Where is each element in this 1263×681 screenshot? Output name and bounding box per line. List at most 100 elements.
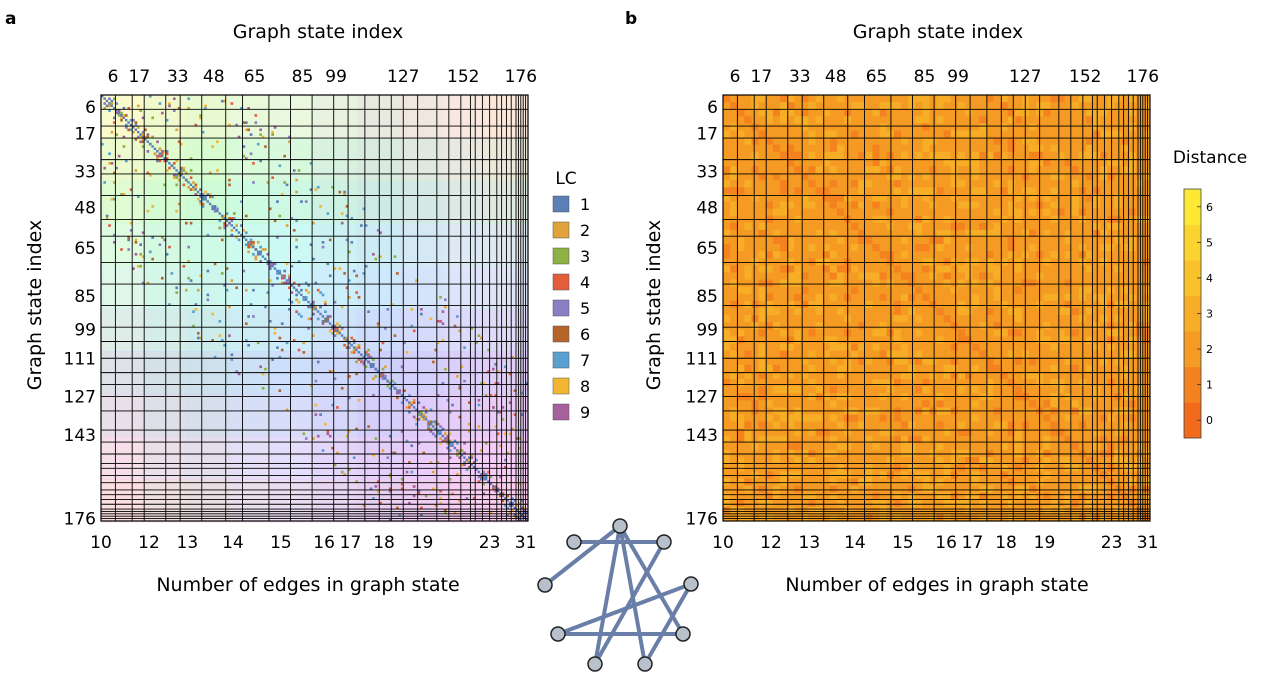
distance-cell (787, 272, 795, 280)
distance-cell (1128, 144, 1137, 153)
distance-cell (737, 137, 745, 146)
lc-point (463, 451, 466, 455)
distance-cell (879, 102, 888, 110)
lc-point (355, 480, 358, 483)
distance-cell (879, 180, 888, 188)
distance-cell (915, 350, 923, 359)
distance-cell (829, 492, 838, 501)
distance-cell (936, 386, 945, 394)
distance-cell (986, 158, 994, 167)
distance-cell (758, 379, 767, 387)
distance-cell (900, 400, 909, 408)
distance-cell (1085, 308, 1094, 316)
lc-point (271, 176, 274, 180)
distance-cell (943, 329, 952, 337)
distance-cell (900, 379, 909, 387)
lc-diagonal-point (492, 485, 495, 488)
distance-cell (943, 308, 952, 316)
lc-point (177, 140, 181, 144)
distance-cell (936, 201, 945, 209)
distance-cell (1050, 180, 1058, 188)
distance-cell (1142, 286, 1151, 295)
distance-cell (822, 102, 831, 110)
distance-cell (1014, 400, 1023, 408)
lc-point (324, 310, 327, 314)
distance-cell (772, 151, 781, 160)
lc-diagonal-point (336, 329, 339, 332)
distance-cell (851, 251, 859, 259)
distance-cell (979, 513, 987, 522)
lc-diagonal-point (417, 410, 421, 414)
distance-cell (1100, 130, 1108, 138)
distance-cell (787, 371, 795, 380)
distance-cell (1029, 194, 1037, 202)
lc-diagonal-point (192, 185, 195, 189)
distance-cell (772, 244, 781, 252)
lc-point (367, 310, 370, 314)
distance-cell (993, 237, 1001, 245)
lc-point (420, 312, 423, 316)
lc-point (196, 288, 200, 292)
top-tick-label: 85 (292, 67, 314, 87)
distance-cell (851, 158, 859, 167)
distance-cell (964, 258, 973, 266)
lc-point (264, 367, 267, 371)
distance-cell (737, 95, 745, 103)
lc-point (477, 403, 481, 407)
lc-diagonal-point (482, 475, 485, 478)
distance-cell (972, 506, 980, 515)
distance-cell (1014, 258, 1023, 266)
distance-cell (765, 336, 774, 344)
lc-point (180, 166, 183, 170)
lc-point (444, 367, 447, 371)
distance-cell (1043, 471, 1051, 479)
lc-point (175, 209, 179, 213)
distance-cell (751, 300, 759, 309)
lc-diagonal-point (124, 118, 128, 122)
distance-cell (979, 272, 987, 280)
lc-point (388, 386, 392, 390)
distance-cell (829, 478, 838, 486)
distance-cell (957, 315, 966, 323)
distance-cell (1142, 428, 1151, 437)
distance-cell (993, 329, 1001, 337)
distance-cell (1029, 336, 1037, 344)
lc-diagonal-point (278, 272, 281, 275)
distance-cell (765, 506, 774, 515)
top-tick-label: 65 (244, 67, 266, 87)
lc-point (189, 169, 193, 172)
lc-point (225, 288, 229, 292)
distance-cell (886, 229, 895, 238)
lc-point (288, 286, 291, 290)
distance-cell (751, 201, 759, 209)
lc-point (393, 382, 397, 385)
distance-cell (1057, 357, 1065, 366)
distance-cell (865, 137, 873, 146)
distance-cell (1057, 499, 1065, 508)
lc-point (211, 312, 214, 316)
lc-point (316, 317, 320, 321)
distance-cell (979, 414, 987, 422)
distance-cell (779, 293, 788, 302)
distance-cell (1128, 158, 1137, 167)
lc-point (307, 284, 310, 287)
distance-cell (1000, 471, 1009, 479)
distance-cell (915, 102, 923, 110)
lc-diagonal-point (470, 463, 473, 466)
distance-cell (865, 357, 873, 366)
distance-cell (886, 137, 895, 146)
distance-cell (872, 208, 880, 217)
distance-cell (915, 371, 923, 380)
distance-cell (801, 222, 809, 231)
distance-cell (893, 166, 902, 174)
distance-cell (1000, 485, 1009, 493)
lc-point (513, 513, 517, 517)
distance-cell (1064, 364, 1073, 373)
distance-cell (772, 499, 781, 508)
distance-cell (908, 343, 916, 351)
distance-cell (1064, 166, 1073, 174)
distance-cell (1128, 137, 1137, 146)
distance-cell (730, 414, 738, 422)
lc-point (345, 434, 349, 438)
distance-cell (1000, 400, 1009, 408)
